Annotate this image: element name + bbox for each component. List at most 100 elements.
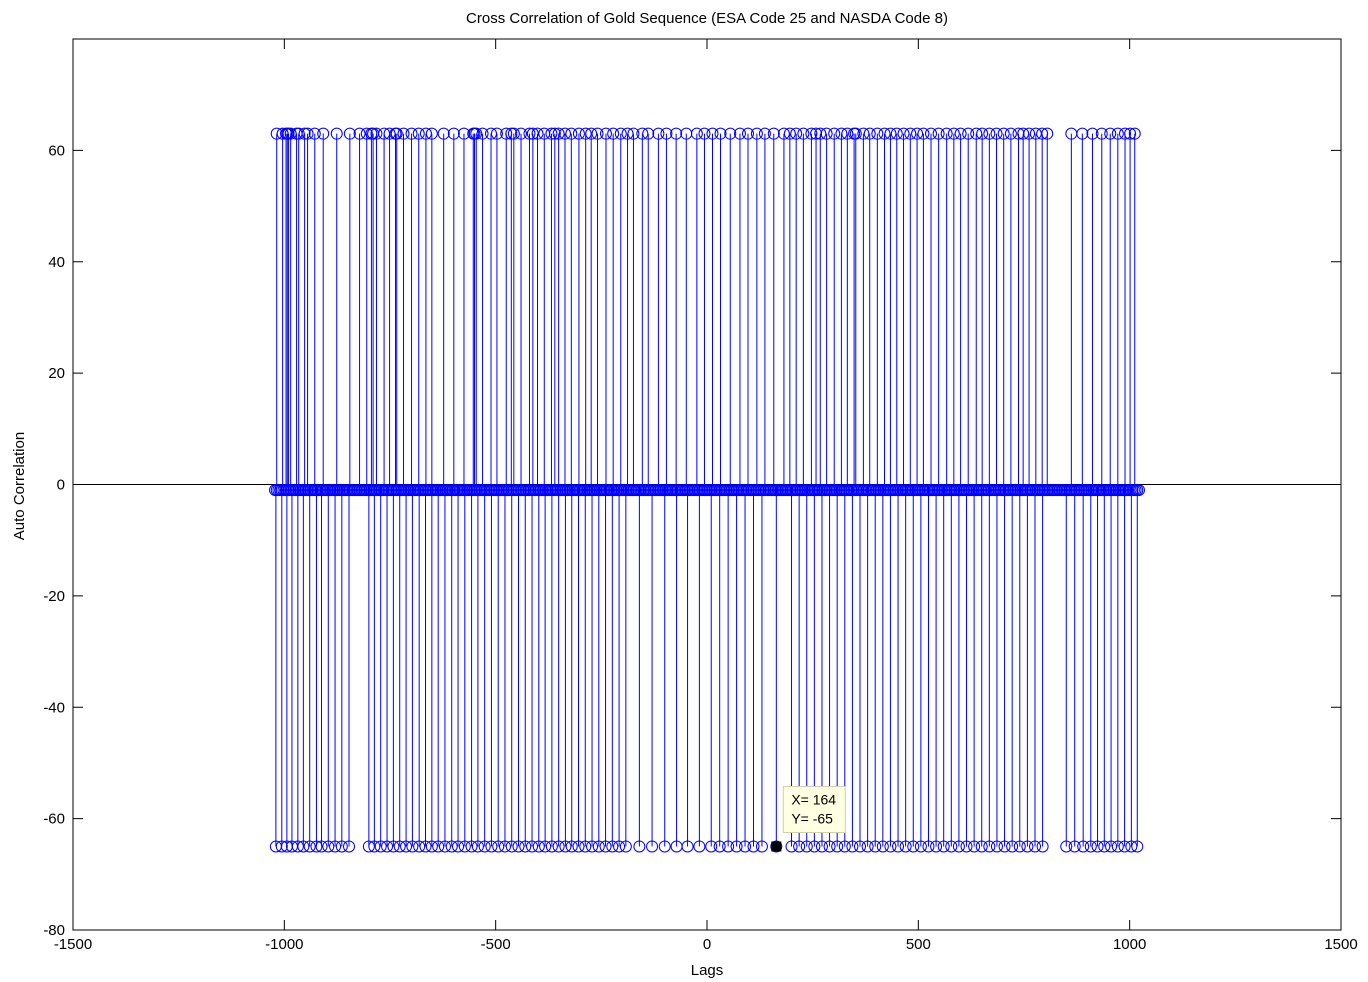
- data-point: [705, 840, 718, 853]
- data-point: [559, 840, 572, 853]
- data-point: [425, 127, 438, 140]
- x-tick-label: 500: [906, 936, 931, 953]
- data-point: [532, 840, 545, 853]
- datatip-x-text: X= 164: [791, 791, 836, 807]
- data-point: [1091, 840, 1104, 853]
- data-point: [750, 127, 763, 140]
- data-point: [397, 127, 410, 140]
- data-point: [976, 127, 989, 140]
- data-point: [592, 840, 605, 853]
- data-point: [1128, 127, 1141, 140]
- data-point: [975, 840, 988, 853]
- data-point: [652, 127, 665, 140]
- data-point: [1086, 127, 1099, 140]
- data-point: [714, 127, 727, 140]
- data-point: [854, 840, 867, 853]
- data-point: [947, 127, 960, 140]
- data-point: [470, 127, 483, 140]
- data-point: [932, 127, 945, 140]
- data-point: [823, 840, 836, 853]
- stems-group: [275, 133, 1138, 847]
- y-tick-label: 60: [48, 142, 65, 159]
- data-point: [276, 127, 289, 140]
- data-point: [835, 127, 848, 140]
- data-point: [445, 840, 458, 853]
- data-point: [797, 127, 810, 140]
- y-tick-label: 40: [48, 254, 65, 271]
- markers-group: [269, 127, 1145, 853]
- data-point: [730, 840, 743, 853]
- data-point: [322, 840, 335, 853]
- data-point: [419, 127, 432, 140]
- data-point: [1017, 127, 1030, 140]
- data-point: [838, 840, 851, 853]
- y-tick-label: -80: [43, 922, 65, 939]
- data-point: [284, 127, 297, 140]
- data-point: [591, 127, 604, 140]
- data-point: [458, 840, 471, 853]
- data-point: [498, 840, 511, 853]
- data-point: [861, 840, 874, 853]
- data-point: [343, 127, 356, 140]
- data-point: [878, 127, 891, 140]
- data-point: [1124, 127, 1137, 140]
- data-point: [1028, 840, 1041, 853]
- data-point: [849, 127, 862, 140]
- data-point: [545, 840, 558, 853]
- data-point: [693, 840, 706, 853]
- data-point: [828, 127, 841, 140]
- data-point: [291, 840, 304, 853]
- data-point: [633, 840, 646, 853]
- data-point: [374, 840, 387, 853]
- data-point: [733, 127, 746, 140]
- chart-title: Cross Correlation of Gold Sequence (ESA …: [466, 10, 948, 27]
- x-tick-label: 1000: [1113, 936, 1146, 953]
- data-point: [413, 840, 426, 853]
- data-point: [1119, 127, 1132, 140]
- data-point: [785, 840, 798, 853]
- data-point: [793, 840, 806, 853]
- data-point: [747, 840, 760, 853]
- x-axis-label: Lags: [691, 962, 724, 979]
- data-point: [485, 127, 498, 140]
- data-point: [876, 840, 889, 853]
- data-point: [758, 127, 771, 140]
- data-point: [476, 127, 489, 140]
- data-point: [1004, 127, 1017, 140]
- data-point: [579, 127, 592, 140]
- data-point: [275, 840, 288, 853]
- data-point: [419, 840, 432, 853]
- data-point: [899, 840, 912, 853]
- data-point: [447, 127, 460, 140]
- data-point: [393, 840, 406, 853]
- data-point: [383, 127, 396, 140]
- datatip-box: [782, 785, 846, 833]
- data-point: [505, 127, 518, 140]
- data-point: [545, 127, 558, 140]
- data-point: [871, 127, 884, 140]
- data-point: [579, 840, 592, 853]
- data-point: [507, 127, 520, 140]
- data-point: [425, 840, 438, 853]
- data-point: [412, 127, 425, 140]
- data-point: [614, 127, 627, 140]
- data-point: [381, 840, 394, 853]
- y-tick-label: 0: [57, 477, 65, 494]
- data-point: [606, 840, 619, 853]
- data-point: [565, 127, 578, 140]
- data-point: [914, 840, 927, 853]
- data-point: [452, 840, 465, 853]
- x-tick-label: 1500: [1324, 936, 1357, 953]
- data-point: [353, 127, 366, 140]
- data-point: [490, 127, 503, 140]
- data-point: [857, 127, 870, 140]
- data-point: [930, 840, 943, 853]
- data-point: [1023, 127, 1036, 140]
- data-point: [317, 127, 330, 140]
- data-point: [698, 127, 711, 140]
- data-point: [805, 127, 818, 140]
- data-point: [368, 840, 381, 853]
- data-point: [1068, 840, 1081, 853]
- y-tick-label: -40: [43, 699, 65, 716]
